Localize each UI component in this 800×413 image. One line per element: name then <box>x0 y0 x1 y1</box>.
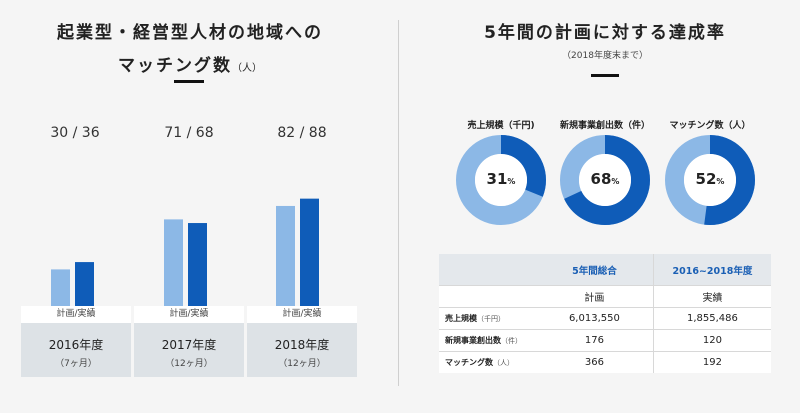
donut-label-sales: 売上規模（千円) <box>467 121 535 131</box>
row-unit: （人） <box>493 359 514 367</box>
donut-label-matching: マッチング数（人） <box>669 121 751 131</box>
summary-table: 5年間総合 2016~2018年度 計画 実績 売上規模（千円） 6,013,5… <box>439 254 771 373</box>
row-actual: 1,855,486 <box>652 307 771 330</box>
right-title: 5年間の計画に対する達成率 <box>484 23 726 43</box>
year-label: 2018年度 <box>274 338 330 352</box>
table-row: 新規事業創出数（件） 176 120 <box>439 329 771 352</box>
row-actual: 120 <box>652 329 771 352</box>
table-row: 売上規模（千円） 6,013,550 1,855,486 <box>439 307 771 330</box>
right-subtitle: （2018年度末まで） <box>562 51 648 61</box>
bar-plan-2017年度 <box>164 219 183 306</box>
left-title: 起業型・経営型人材の地域への マッチング数（人） <box>20 18 360 76</box>
bar-actual-2017年度 <box>188 223 207 306</box>
bar-plan-2018年度 <box>276 205 295 306</box>
year-box-2017: 2017年度 （12ヶ月） <box>134 323 244 377</box>
donut-value: 52 <box>695 170 717 188</box>
table-header-row: 5年間総合 2016~2018年度 <box>439 254 771 286</box>
donut-hole-sales <box>475 154 527 206</box>
year-box-2016: 2016年度 （7ヶ月） <box>21 323 131 377</box>
row-plan: 176 <box>535 329 654 352</box>
bar-chart <box>51 198 319 306</box>
table-subheader-row: 計画 実績 <box>439 285 771 308</box>
plan-label-2016: 計画/実績 <box>21 306 131 323</box>
donut-achieved-sales <box>456 135 546 225</box>
row-actual: 192 <box>652 351 771 373</box>
donut-unit: % <box>716 177 725 186</box>
row-label: 新規事業創出数 <box>445 336 501 345</box>
bar-actual-2018年度 <box>300 198 319 306</box>
row-label: マッチング数 <box>445 358 493 367</box>
left-title-underline <box>174 80 204 83</box>
donut-unit: % <box>507 177 516 186</box>
row-unit: （千円） <box>477 315 505 323</box>
left-title-line1: 起業型・経営型人材の地域への <box>57 23 323 43</box>
donut-hole-matching <box>684 154 736 206</box>
months-label: （12ヶ月） <box>278 359 326 369</box>
bar-actual-2016年度 <box>75 262 94 306</box>
row-label: 売上規模 <box>445 314 477 323</box>
year-label: 2016年度 <box>48 338 104 352</box>
left-title-line2: マッチング数 <box>118 56 232 76</box>
left-title-unit: （人） <box>232 63 262 74</box>
row-unit: （件） <box>501 337 522 345</box>
table-row: マッチング数（人） 366 192 <box>439 351 771 373</box>
ratio-2016: 30 / 36 <box>50 125 100 141</box>
donut-value-new-business: 68% <box>550 170 660 188</box>
donut-hole-new-business <box>579 154 631 206</box>
bar-plan-2016年度 <box>51 269 70 306</box>
ratio-2017: 71 / 68 <box>164 125 214 141</box>
donut-chart-sales <box>456 135 546 225</box>
ratio-2018: 82 / 88 <box>277 125 327 141</box>
donut-label-new-business: 新規事業創出数（件） <box>559 121 650 131</box>
donut-value: 68 <box>590 170 612 188</box>
donut-chart-new-business <box>560 135 650 225</box>
donut-value-sales: 31% <box>446 170 556 188</box>
panel-divider <box>398 20 399 386</box>
year-box-2018: 2018年度 （12ヶ月） <box>247 323 357 377</box>
plan-label-2018: 計画/実績 <box>247 306 357 323</box>
months-label: （12ヶ月） <box>165 359 213 369</box>
right-title-underline <box>591 74 619 77</box>
donut-unit: % <box>611 177 620 186</box>
donut-achieved-matching <box>665 135 755 225</box>
donut-value: 31 <box>486 170 508 188</box>
donut-value-matching: 52% <box>655 170 765 188</box>
donut-chart-matching <box>665 135 755 225</box>
header-plan: 5年間総合 <box>535 254 654 286</box>
header-actual: 2016~2018年度 <box>652 254 771 286</box>
row-plan: 366 <box>535 351 654 373</box>
donut-achieved-new-business <box>560 135 650 225</box>
year-label: 2017年度 <box>161 338 217 352</box>
subheader-plan: 計画 <box>535 285 654 308</box>
months-label: （7ヶ月） <box>55 359 97 369</box>
plan-label-2017: 計画/実績 <box>134 306 244 323</box>
row-plan: 6,013,550 <box>535 307 654 330</box>
subheader-actual: 実績 <box>652 285 771 308</box>
